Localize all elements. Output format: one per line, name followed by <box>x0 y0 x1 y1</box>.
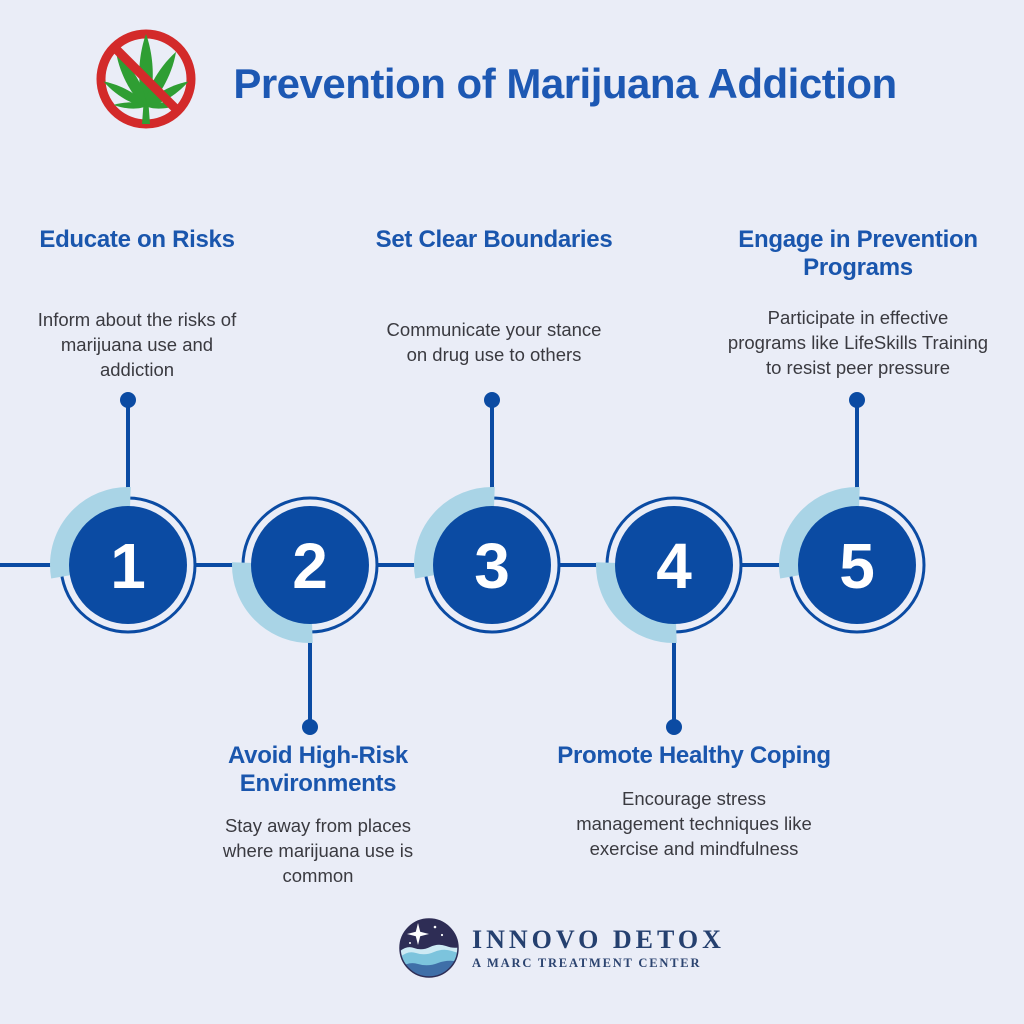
step-node-5: 5 <box>779 392 926 634</box>
step-2-title: Avoid High-Risk Environments <box>228 742 408 797</box>
connector-dot <box>666 719 682 735</box>
connector-dot <box>484 392 500 408</box>
no-marijuana-icon <box>96 29 196 129</box>
brand-name: INNOVO DETOX <box>472 924 725 954</box>
step-arc <box>596 562 677 643</box>
step-5-label: Engage in Prevention Programs Participat… <box>706 226 1010 380</box>
step-arc <box>232 562 313 643</box>
footer-brand-block: INNOVO DETOX A MARC TREATMENT CENTER <box>398 917 725 979</box>
step-circle <box>798 506 916 624</box>
step-node-3: 3 <box>414 392 561 634</box>
step-3-label: Set Clear Boundaries Communicate your st… <box>352 226 636 367</box>
step-5-title: Engage in Prevention Programs <box>738 226 978 281</box>
step-circle <box>615 506 733 624</box>
step-number: 5 <box>839 530 875 602</box>
step-arc <box>50 487 131 579</box>
step-circle <box>251 506 369 624</box>
step-node-4: 4 <box>596 496 743 735</box>
step-5-description: Participate in effective programs like L… <box>727 307 989 379</box>
timeline-diagram: 1 2 3 4 <box>0 392 926 735</box>
step-2-label: Avoid High-Risk Environments Stay away f… <box>168 742 468 888</box>
step-4-title: Promote Healthy Coping <box>557 742 831 769</box>
connector-dot <box>849 392 865 408</box>
step-3-title: Set Clear Boundaries <box>375 226 613 253</box>
step-node-2: 2 <box>232 496 379 735</box>
innovo-wave-star-logo-icon <box>399 918 459 978</box>
page-title: Prevention of Marijuana Addiction <box>233 60 897 107</box>
step-arc <box>414 487 495 579</box>
step-circle <box>69 506 187 624</box>
step-number: 1 <box>110 530 146 602</box>
step-number: 4 <box>656 530 692 602</box>
step-2-description: Stay away from places where marijuana us… <box>222 815 414 887</box>
step-1-title: Educate on Risks <box>39 226 235 253</box>
step-1-description: Inform about the risks of marijuana use … <box>37 308 237 380</box>
brand-tagline: A MARC TREATMENT CENTER <box>472 955 702 970</box>
step-3-description: Communicate your stance on drug use to o… <box>386 318 602 365</box>
connector-dot <box>120 392 136 408</box>
step-1-label: Educate on Risks Inform about the risks … <box>12 226 262 382</box>
connector-dot <box>302 719 318 735</box>
step-number: 3 <box>474 530 510 602</box>
step-4-label: Promote Healthy Coping Encourage stress … <box>544 742 844 861</box>
step-4-description: Encourage stress management techniques l… <box>576 787 812 859</box>
step-circle <box>433 506 551 624</box>
footer-text: INNOVO DETOX A MARC TREATMENT CENTER <box>472 924 725 970</box>
step-node-1: 1 <box>50 392 197 634</box>
step-arc <box>779 487 860 579</box>
step-number: 2 <box>292 530 328 602</box>
